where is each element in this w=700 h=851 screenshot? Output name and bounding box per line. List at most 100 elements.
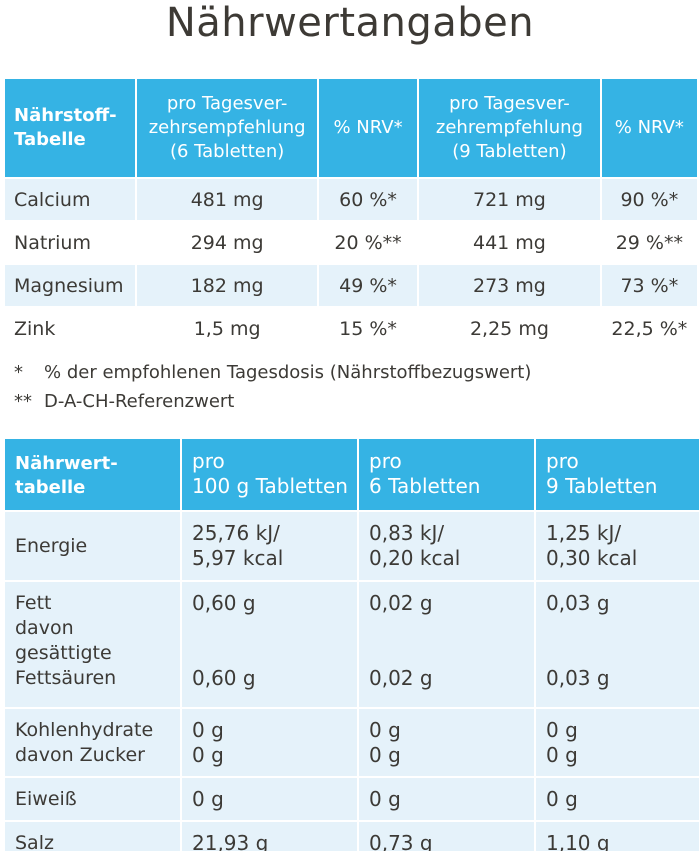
row-label: Kohlenhydrate davon Zucker <box>5 709 180 776</box>
table-cell: 294 mg <box>137 222 317 263</box>
table-cell: 182 mg <box>137 265 317 306</box>
footnote: * % der empfohlenen Tagesdosis (Nährstof… <box>14 358 531 387</box>
header-text: Nährwert- <box>15 453 118 474</box>
table-cell: 0,73 g <box>359 822 534 851</box>
header-text: % NRV* <box>333 117 403 138</box>
header-cell: Nährstoff- Tabelle <box>5 79 136 177</box>
footnote-text: % der empfohlenen Tagesdosis (Nährstoffb… <box>44 362 532 383</box>
cell-text: 1,25 kJ/ <box>546 521 622 545</box>
table-row: Energie 25,76 kJ/5,97 kcal 0,83 kJ/0,20 … <box>5 512 699 580</box>
cell-text: 0,83 kJ/ <box>369 521 445 545</box>
cell-text: 5,97 kcal <box>192 546 284 570</box>
cell-text: 0,20 kcal <box>369 546 461 570</box>
label-text: Fett <box>15 592 52 614</box>
cell-text: 0 g <box>546 743 578 767</box>
table-cell: 21,93 g <box>182 822 357 851</box>
page-title: Nährwertangaben <box>165 0 535 46</box>
nutrient-name: Calcium <box>5 179 136 220</box>
cell-text: 0,03 g <box>546 666 610 690</box>
table-cell: 721 mg <box>419 179 600 220</box>
cell-text: 0 g <box>369 718 401 742</box>
table-cell: 15 %* <box>318 308 418 349</box>
cell-text: 0,30 kcal <box>546 546 638 570</box>
header-text: Tabelle <box>14 129 86 150</box>
cell-text: 0 g <box>369 743 401 767</box>
table-cell: 20 %** <box>318 222 418 263</box>
label-text: davon <box>15 617 74 639</box>
header-cell: pro Tagesver- zehrempfehlung (9 Tablette… <box>419 79 600 177</box>
header-text: pro <box>546 449 579 473</box>
table-cell: 273 mg <box>419 265 600 306</box>
nutrition-table-header: Nährwert- tabelle pro 100 g Tabletten pr… <box>5 439 699 510</box>
footnote-mark: ** <box>14 391 32 412</box>
table-cell: 481 mg <box>137 179 317 220</box>
table-row: Zink 1,5 mg 15 %* 2,25 mg 22,5 %* <box>5 308 697 349</box>
cell-text: 0,60 g <box>192 666 256 690</box>
header-text: 6 Tabletten <box>369 474 481 498</box>
nutrition-table: Nährwert- tabelle pro 100 g Tabletten pr… <box>3 437 700 851</box>
table-cell: 0,60 g 0,60 g <box>182 582 357 707</box>
cell-text: 0 g <box>192 743 224 767</box>
label-text: Fettsäuren <box>15 667 117 689</box>
cell-text: 0,02 g <box>369 666 433 690</box>
table-row: Eiweiß 0 g 0 g 0 g <box>5 778 699 820</box>
table-cell: 60 %* <box>318 179 418 220</box>
row-label: Energie <box>5 512 180 580</box>
header-text: 9 Tabletten <box>546 474 658 498</box>
header-text: tabelle <box>15 477 86 498</box>
header-text: % NRV* <box>614 117 684 138</box>
label-text: davon Zucker <box>15 744 145 766</box>
footnote: ** D-A-CH-Referenzwert <box>14 387 531 416</box>
table-cell: 2,25 mg <box>419 308 600 349</box>
header-text: pro <box>192 449 225 473</box>
table-cell: 0 g <box>359 778 534 820</box>
header-text: (6 Tabletten) <box>169 141 285 162</box>
header-cell: Nährwert- tabelle <box>5 439 180 510</box>
row-label: Salz <box>5 822 180 851</box>
table-cell: 25,76 kJ/5,97 kcal <box>182 512 357 580</box>
nutrient-table: Nährstoff- Tabelle pro Tagesver- zehrsem… <box>3 77 699 351</box>
table-row: Magnesium 182 mg 49 %* 273 mg 73 %* <box>5 265 697 306</box>
row-label: Fett davon gesättigte Fettsäuren <box>5 582 180 707</box>
table-cell: 441 mg <box>419 222 600 263</box>
header-text: pro Tagesver- <box>166 93 288 114</box>
row-label: Eiweiß <box>5 778 180 820</box>
table-cell: 0 g <box>536 778 699 820</box>
table-cell: 0 g <box>182 778 357 820</box>
table-row: Natrium 294 mg 20 %** 441 mg 29 %** <box>5 222 697 263</box>
footnote-mark: * <box>14 362 23 383</box>
header-text: zehrsempfehlung <box>148 117 306 138</box>
cell-text: 25,76 kJ/ <box>192 521 280 545</box>
nutrient-name: Natrium <box>5 222 136 263</box>
label-text: Kohlenhydrate <box>15 719 154 741</box>
cell-text: 0,60 g <box>192 591 256 615</box>
header-text: pro <box>369 449 402 473</box>
header-text: pro Tagesver- <box>449 93 570 114</box>
table-cell: 1,10 g <box>536 822 699 851</box>
table-cell: 73 %* <box>601 265 697 306</box>
footnotes: * % der empfohlenen Tagesdosis (Nährstof… <box>14 358 531 416</box>
table-cell: 22,5 %* <box>601 308 697 349</box>
header-text: zehrempfehlung <box>435 117 583 138</box>
header-cell: % NRV* <box>318 79 418 177</box>
table-row: Calcium 481 mg 60 %* 721 mg 90 %* <box>5 179 697 220</box>
table-row: Salz 21,93 g 0,73 g 1,10 g <box>5 822 699 851</box>
cell-text: 0 g <box>192 718 224 742</box>
header-text: Nährstoff- <box>14 105 117 126</box>
cell-text: 0,03 g <box>546 591 610 615</box>
header-cell: pro 6 Tabletten <box>359 439 534 510</box>
cell-text: 0,02 g <box>369 591 433 615</box>
table-cell: 29 %** <box>601 222 697 263</box>
table-cell: 90 %* <box>601 179 697 220</box>
header-cell: pro 9 Tabletten <box>536 439 699 510</box>
table-cell: 0,03 g 0,03 g <box>536 582 699 707</box>
label-text: gesättigte <box>15 642 112 664</box>
nutrient-name: Zink <box>5 308 136 349</box>
table-cell: 0,83 kJ/0,20 kcal <box>359 512 534 580</box>
header-text: 100 g Tabletten <box>192 474 348 498</box>
